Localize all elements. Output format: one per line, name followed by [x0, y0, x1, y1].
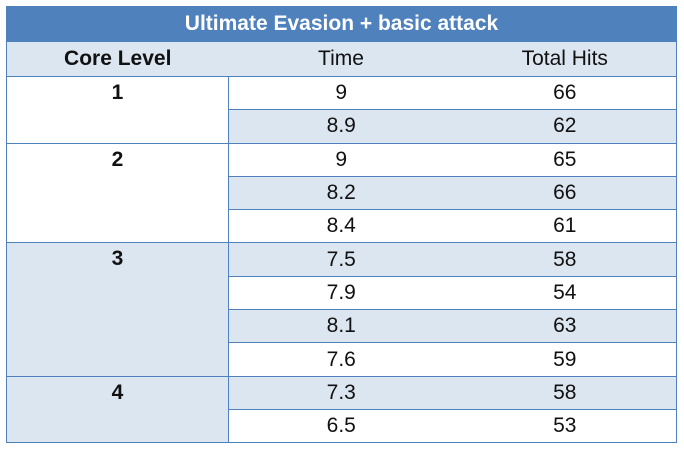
header-core-level: Core Level: [6, 41, 229, 77]
time-cell: 8.1: [228, 309, 454, 344]
table-row: 6.5 53: [7, 409, 677, 444]
core-level-cell: 4: [6, 376, 229, 444]
time-cell: 9: [228, 76, 454, 111]
hits-cell: 62: [453, 109, 677, 144]
hits-cell: 53: [453, 409, 677, 444]
results-table: Ultimate Evasion + basic attack Core Lev…: [6, 6, 677, 444]
time-cell: 8.9: [228, 109, 454, 144]
hits-cell: 54: [453, 276, 677, 311]
table-row: 7.6 59: [7, 342, 677, 377]
hits-cell: 66: [453, 76, 677, 111]
table-row: 1 9 66: [6, 76, 677, 144]
hits-cell: 59: [453, 342, 677, 377]
hits-cell: 65: [453, 143, 677, 177]
time-cell: 9: [228, 143, 454, 177]
table-body: 1 9 66 8.9 62 2 9 65 8.2 66 8.4 61: [6, 76, 677, 444]
table-header-row: Core Level Time Total Hits: [6, 41, 677, 77]
hits-cell: 66: [453, 176, 677, 211]
time-cell: 8.4: [228, 209, 454, 244]
table-row: 3 7.5 58: [6, 242, 677, 377]
header-time: Time: [228, 41, 454, 77]
core-level-cell: 3: [6, 242, 229, 377]
table-row: 8.9 62: [7, 109, 677, 144]
time-cell: 6.5: [228, 409, 454, 444]
hits-cell: 58: [453, 376, 677, 410]
hits-cell: 61: [453, 209, 677, 244]
table-title-row: Ultimate Evasion + basic attack: [6, 6, 677, 42]
header-total-hits: Total Hits: [453, 41, 677, 77]
table-row: 4 7.3 58: [6, 376, 677, 444]
core-level-cell: 1: [6, 76, 229, 144]
table-row: 2 9 65: [6, 143, 677, 244]
time-cell: 7.5: [228, 242, 454, 277]
hits-cell: 63: [453, 309, 677, 344]
hits-cell: 58: [453, 242, 677, 277]
time-cell: 7.6: [228, 342, 454, 377]
table-row: 7.9 54: [7, 276, 677, 311]
table-row: 8.1 63: [7, 309, 677, 344]
time-cell: 8.2: [228, 176, 454, 211]
table-row: 8.4 61: [7, 209, 677, 244]
results-table-container: Ultimate Evasion + basic attack Core Lev…: [6, 6, 677, 444]
time-cell: 7.3: [228, 376, 454, 410]
table-title: Ultimate Evasion + basic attack: [6, 6, 677, 42]
time-cell: 7.9: [228, 276, 454, 311]
table-row: 8.2 66: [7, 176, 677, 211]
core-level-cell: 2: [6, 143, 229, 244]
